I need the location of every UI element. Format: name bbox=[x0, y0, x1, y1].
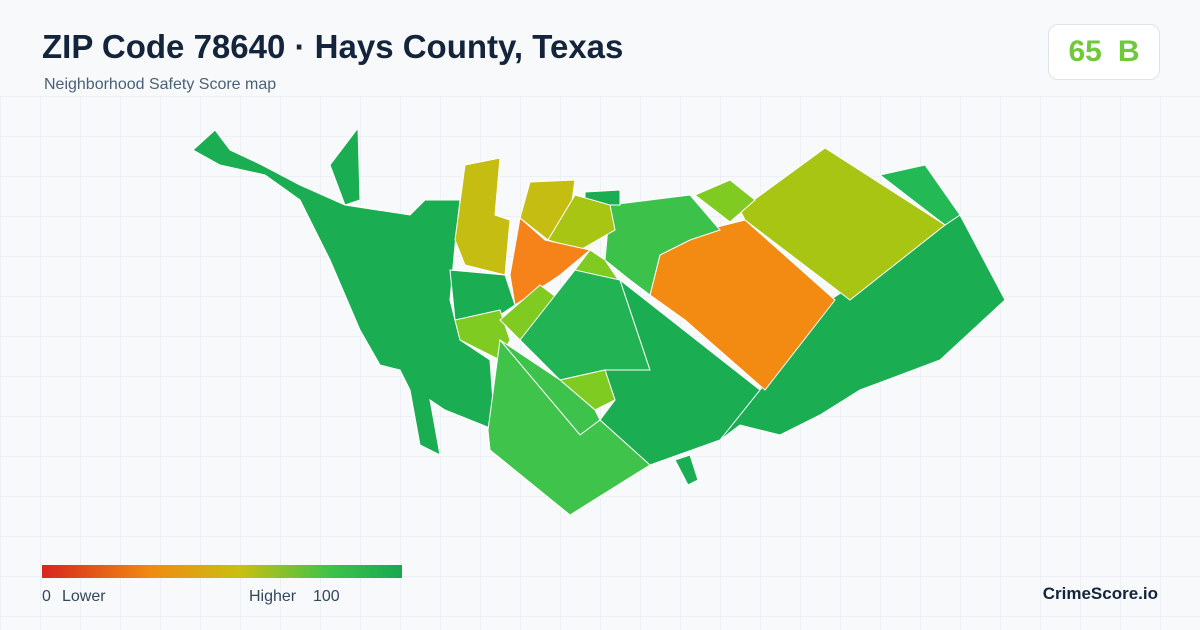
legend-max-label: Higher bbox=[249, 588, 297, 605]
area bbox=[449, 269, 516, 321]
title: ZIP Code 78640 · Hays County, Texas bbox=[42, 28, 624, 65]
area bbox=[192, 129, 496, 456]
subtitle: Neighborhood Safety Score map bbox=[44, 76, 277, 93]
brand: CrimeScore.io bbox=[1042, 584, 1158, 603]
area bbox=[329, 126, 361, 206]
legend-bar bbox=[42, 565, 402, 578]
area bbox=[487, 338, 651, 516]
score-value: 65 bbox=[1068, 35, 1102, 68]
legend-max: 100 bbox=[313, 588, 340, 605]
area bbox=[674, 454, 699, 486]
area bbox=[454, 157, 511, 276]
legend-min: 0 bbox=[42, 588, 51, 605]
area bbox=[694, 179, 756, 223]
area bbox=[604, 194, 721, 296]
score-badge: 65 B bbox=[1048, 24, 1160, 80]
area bbox=[547, 194, 616, 251]
legend-min-label: Lower bbox=[62, 588, 106, 605]
score-grade: B bbox=[1117, 35, 1140, 68]
area bbox=[739, 147, 946, 301]
areas bbox=[192, 126, 1006, 516]
area bbox=[509, 217, 592, 306]
area bbox=[878, 164, 961, 226]
